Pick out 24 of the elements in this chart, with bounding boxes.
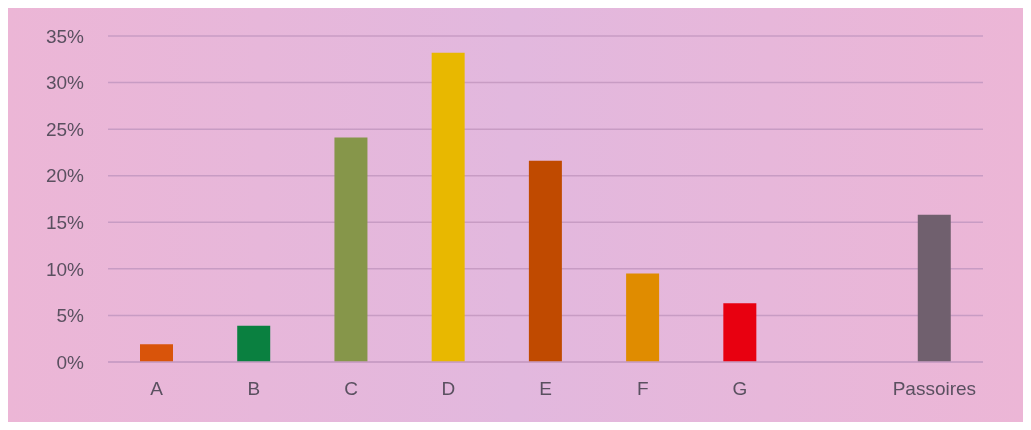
y-tick-label: 25% <box>45 118 85 140</box>
bar <box>431 52 465 362</box>
x-tick-label: D <box>441 378 456 400</box>
y-tick-label: 10% <box>45 258 85 280</box>
bar <box>626 273 660 362</box>
bar <box>140 344 173 362</box>
bar <box>528 160 562 362</box>
bar <box>917 214 951 362</box>
x-tick-label: C <box>344 378 358 400</box>
x-tick-label: A <box>150 378 164 400</box>
bar <box>723 303 757 362</box>
y-tick-label: 35% <box>45 25 85 47</box>
x-tick-label: E <box>539 378 552 400</box>
y-tick-label: 5% <box>56 305 85 327</box>
y-tick-label: 0% <box>56 351 85 373</box>
x-tick-label: G <box>732 378 748 400</box>
bar <box>237 325 271 362</box>
y-tick-label: 20% <box>45 165 85 187</box>
x-tick-label: Passoires <box>892 378 977 400</box>
y-tick-label: 30% <box>45 72 85 94</box>
bar <box>334 137 368 362</box>
y-tick-label: 15% <box>45 212 85 234</box>
x-tick-label: B <box>247 378 261 400</box>
x-tick-label: F <box>636 378 649 400</box>
